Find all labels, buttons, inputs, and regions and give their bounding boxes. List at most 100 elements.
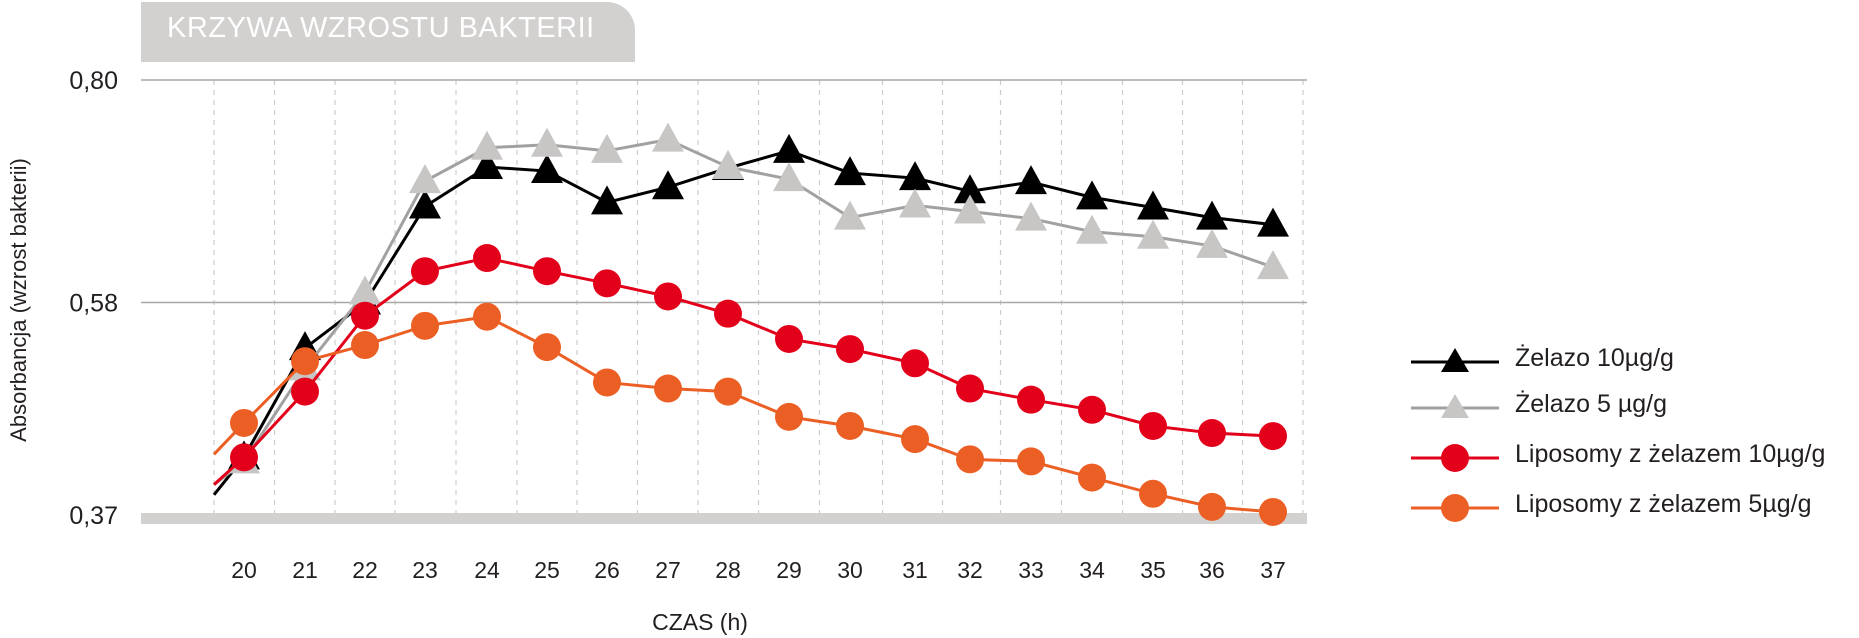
data-point-triangle <box>591 133 623 163</box>
data-point-circle <box>1198 492 1226 521</box>
chart-title-tab: KRZYWA WZROSTU BAKTERII <box>141 2 635 62</box>
x-tick-label: 29 <box>776 557 802 583</box>
legend-item-zelazo-5: Żelazo 5 µg/g <box>1405 386 1855 426</box>
data-point-circle <box>533 333 561 362</box>
y-tick-label: 0,80 <box>69 67 118 95</box>
data-point-triangle <box>1137 219 1169 249</box>
legend-marker-circle-red <box>1411 444 1499 472</box>
data-point-circle <box>1017 385 1045 414</box>
series-2 <box>213 122 1289 486</box>
data-point-triangle <box>1015 165 1047 195</box>
data-point-triangle <box>899 188 931 218</box>
data-point-circle <box>291 347 319 376</box>
data-point-triangle <box>1076 180 1108 210</box>
legend-marker-circle-orange <box>1411 494 1499 522</box>
y-tick-label: 0,58 <box>69 290 118 318</box>
data-point-triangle <box>773 133 805 163</box>
data-point-circle <box>654 282 682 311</box>
legend-label: Liposomy z żelazem 5µg/g <box>1515 490 1812 518</box>
data-point-circle <box>1198 419 1226 448</box>
data-point-triangle <box>652 122 684 152</box>
data-point-circle <box>1259 422 1287 451</box>
data-point-circle <box>714 377 742 406</box>
data-point-triangle <box>1015 201 1047 231</box>
series-3 <box>212 244 1287 486</box>
data-point-triangle <box>834 156 866 186</box>
x-tick-label: 35 <box>1140 557 1166 583</box>
grid <box>141 79 1307 513</box>
y-tick-label: 0,37 <box>69 502 118 530</box>
data-point-triangle <box>712 150 744 179</box>
data-point-triangle <box>954 174 986 204</box>
legend-marker-triangle-black <box>1411 348 1499 372</box>
data-point-circle <box>533 257 561 286</box>
data-point-triangle <box>1257 250 1289 280</box>
data-point-circle <box>654 374 682 403</box>
series-4 <box>212 302 1287 526</box>
data-point-circle <box>593 368 621 397</box>
data-point-circle <box>411 311 439 340</box>
y-tick-labels: 0,80 0,58 0,37 <box>69 67 118 530</box>
data-point-circle <box>351 331 379 360</box>
data-point-triangle <box>471 150 503 179</box>
data-point-circle <box>956 445 984 474</box>
x-tick-label: 20 <box>231 557 257 583</box>
data-point-triangle <box>409 189 441 219</box>
data-point-triangle <box>954 194 986 224</box>
data-point-triangle <box>1137 190 1169 220</box>
data-point-triangle <box>531 127 563 157</box>
data-point-triangle <box>773 162 805 192</box>
data-point-circle <box>411 257 439 286</box>
data-point-triangle <box>409 164 441 194</box>
data-point-circle <box>775 324 803 353</box>
x-tick-label: 31 <box>902 557 928 583</box>
x-tick-label: 30 <box>837 557 863 583</box>
data-point-circle <box>351 301 379 330</box>
data-point-circle <box>593 269 621 298</box>
data-point-circle <box>775 402 803 431</box>
x-axis-label: CZAS (h) <box>652 609 748 635</box>
data-point-circle <box>836 335 864 364</box>
legend-item-liposomy-10: Liposomy z żelazem 10µg/g <box>1405 436 1855 476</box>
data-point-circle <box>901 349 929 378</box>
x-tick-label: 27 <box>655 557 681 583</box>
legend-label: Żelazo 5 µg/g <box>1515 390 1667 418</box>
x-tick-label: 36 <box>1199 557 1225 583</box>
x-tick-label: 28 <box>715 557 741 583</box>
data-point-circle <box>901 425 929 454</box>
x-tick-label: 22 <box>352 557 378 583</box>
x-tick-label: 33 <box>1018 557 1044 583</box>
data-point-triangle <box>1257 207 1289 237</box>
data-point-circle <box>230 408 258 437</box>
data-point-triangle <box>899 161 931 191</box>
legend-item-zelazo-10: Żelazo 10µg/g <box>1405 340 1855 380</box>
data-point-circle <box>230 443 258 472</box>
data-point-circle <box>714 299 742 328</box>
x-tick-label: 26 <box>594 557 620 583</box>
chart-title: KRZYWA WZROSTU BAKTERII <box>167 12 595 44</box>
data-point-circle <box>1139 479 1167 508</box>
x-tick-label: 24 <box>474 557 500 583</box>
data-point-triangle <box>591 185 623 215</box>
x-tick-label: 25 <box>534 557 560 583</box>
data-point-circle <box>1078 395 1106 424</box>
legend-item-liposomy-5: Liposomy z żelazem 5µg/g <box>1405 486 1855 526</box>
data-point-circle <box>291 377 319 406</box>
data-point-circle <box>1017 447 1045 476</box>
x-axis-bar <box>141 513 1307 524</box>
data-point-circle <box>473 302 501 331</box>
legend-label: Żelazo 10µg/g <box>1515 344 1674 372</box>
data-point-circle <box>956 374 984 403</box>
x-tick-label: 23 <box>412 557 438 583</box>
x-tick-label: 34 <box>1079 557 1105 583</box>
data-point-triangle <box>1196 228 1228 258</box>
data-point-triangle <box>349 275 381 305</box>
data-point-circle <box>836 411 864 440</box>
series <box>212 122 1289 526</box>
data-point-circle <box>1078 463 1106 492</box>
x-tick-label: 37 <box>1260 557 1286 583</box>
data-point-circle <box>1139 411 1167 440</box>
y-axis-label: Absorbancja (wzrost bakterii) <box>6 158 31 442</box>
data-point-triangle <box>1196 200 1228 230</box>
